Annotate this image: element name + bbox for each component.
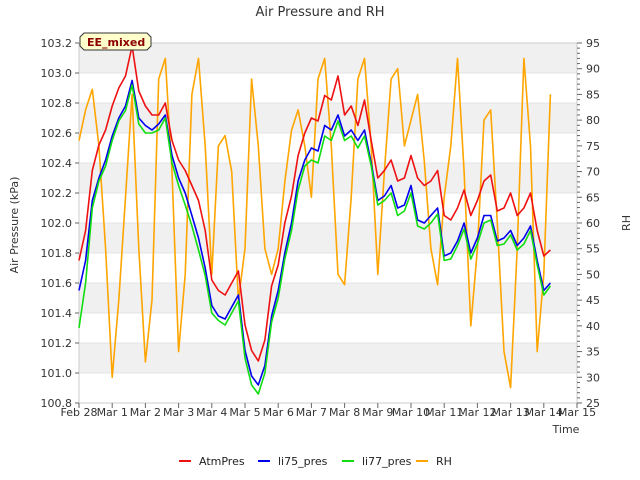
y2-tick-label: 95 <box>586 37 600 50</box>
x-tick-label: Mar 1 <box>97 406 128 419</box>
y-axis-label: Air Pressure (kPa) <box>8 177 21 274</box>
y2-tick-label: 65 <box>586 191 600 204</box>
x-tick-label: Mar 15 <box>558 406 596 419</box>
y2-tick-label: 40 <box>586 320 600 333</box>
badge-label: EE_mixed <box>87 36 145 49</box>
x-tick-label: Mar 7 <box>296 406 327 419</box>
legend: AtmPres li75_pres li77_pres RH <box>179 455 452 468</box>
y-tick-label: 103.2 <box>41 37 73 50</box>
y2-tick-label: 30 <box>586 371 600 384</box>
y-tick-label: 101.8 <box>41 247 73 260</box>
series-lines <box>78 45 552 395</box>
x-tick-label: Mar 10 <box>392 406 430 419</box>
legend-label: li77_pres <box>362 455 412 468</box>
grid-band <box>79 163 577 193</box>
x-tick-label: Mar 3 <box>163 406 194 419</box>
y2-tick-label: 75 <box>586 140 600 153</box>
y2-tick-label: 70 <box>586 166 600 179</box>
chart-title: Air Pressure and RH <box>255 5 384 20</box>
series-line-rh <box>78 57 552 389</box>
grid-band <box>79 283 577 313</box>
series-line-atmpres <box>78 45 551 362</box>
x-tick-label: Mar 13 <box>491 406 529 419</box>
y-tick-label: 102.4 <box>41 157 73 170</box>
y2-axis-label: RH <box>620 215 633 231</box>
x-tick-label: Mar 4 <box>196 406 227 419</box>
y-tick-label: 102.0 <box>41 217 73 230</box>
y2-tick-label: 50 <box>586 268 600 281</box>
grid-band <box>79 43 577 73</box>
x-tick-label: Mar 6 <box>263 406 294 419</box>
y2-tick-label: 85 <box>586 88 600 101</box>
y-axis-right: 25 30 35 40 45 50 55 60 65 70 75 80 85 90 95 <box>577 37 600 410</box>
x-tick-label: Mar 14 <box>525 406 563 419</box>
y-tick-label: 101.2 <box>41 337 73 350</box>
legend-label: RH <box>436 455 452 468</box>
y2-tick-label: 60 <box>586 217 600 230</box>
y2-tick-label: 25 <box>586 397 600 410</box>
x-tick-label: Mar 2 <box>130 406 161 419</box>
y-tick-label: 101.0 <box>41 367 73 380</box>
site-badge: EE_mixed <box>79 32 152 51</box>
y2-tick-label: 80 <box>586 114 600 127</box>
badge-box <box>79 32 152 51</box>
x-axis: Feb 28 Mar 1 Mar 2 Mar 3 Mar 4 Mar 5 Mar 6 Mar … <box>61 403 596 419</box>
y-tick-label: 101.4 <box>41 307 73 320</box>
x-axis-label: Time <box>552 423 580 436</box>
x-tick-label: Feb 28 <box>61 406 98 419</box>
x-tick-label: Mar 12 <box>458 406 496 419</box>
grid-band <box>79 343 577 373</box>
y-tick-label: 101.6 <box>41 277 73 290</box>
legend-label: AtmPres <box>199 455 245 468</box>
series-line-li75-pres <box>78 79 552 386</box>
series-line-li77-pres <box>78 84 552 395</box>
y2-tick-label: 45 <box>586 294 600 307</box>
y2-tick-label: 90 <box>586 63 600 76</box>
x-tick-label: Mar 11 <box>425 406 463 419</box>
y-tick-label: 102.2 <box>41 187 73 200</box>
y2-tick-label: 35 <box>586 346 600 359</box>
y-axis-left: 100.8 101.0 101.2 101.4 101.6 101.8 102.0 102.2… <box>41 37 79 410</box>
legend-label: li75_pres <box>278 455 328 468</box>
y-tick-label: 102.8 <box>41 97 73 110</box>
x-tick-label: Mar 8 <box>329 406 360 419</box>
y2-tick-label: 55 <box>586 243 600 256</box>
y-tick-label: 100.8 <box>41 397 73 410</box>
x-tick-label: Mar 9 <box>362 406 393 419</box>
y-tick-label: 102.6 <box>41 127 73 140</box>
x-tick-label: Mar 5 <box>229 406 260 419</box>
y-tick-label: 103.0 <box>41 67 73 80</box>
